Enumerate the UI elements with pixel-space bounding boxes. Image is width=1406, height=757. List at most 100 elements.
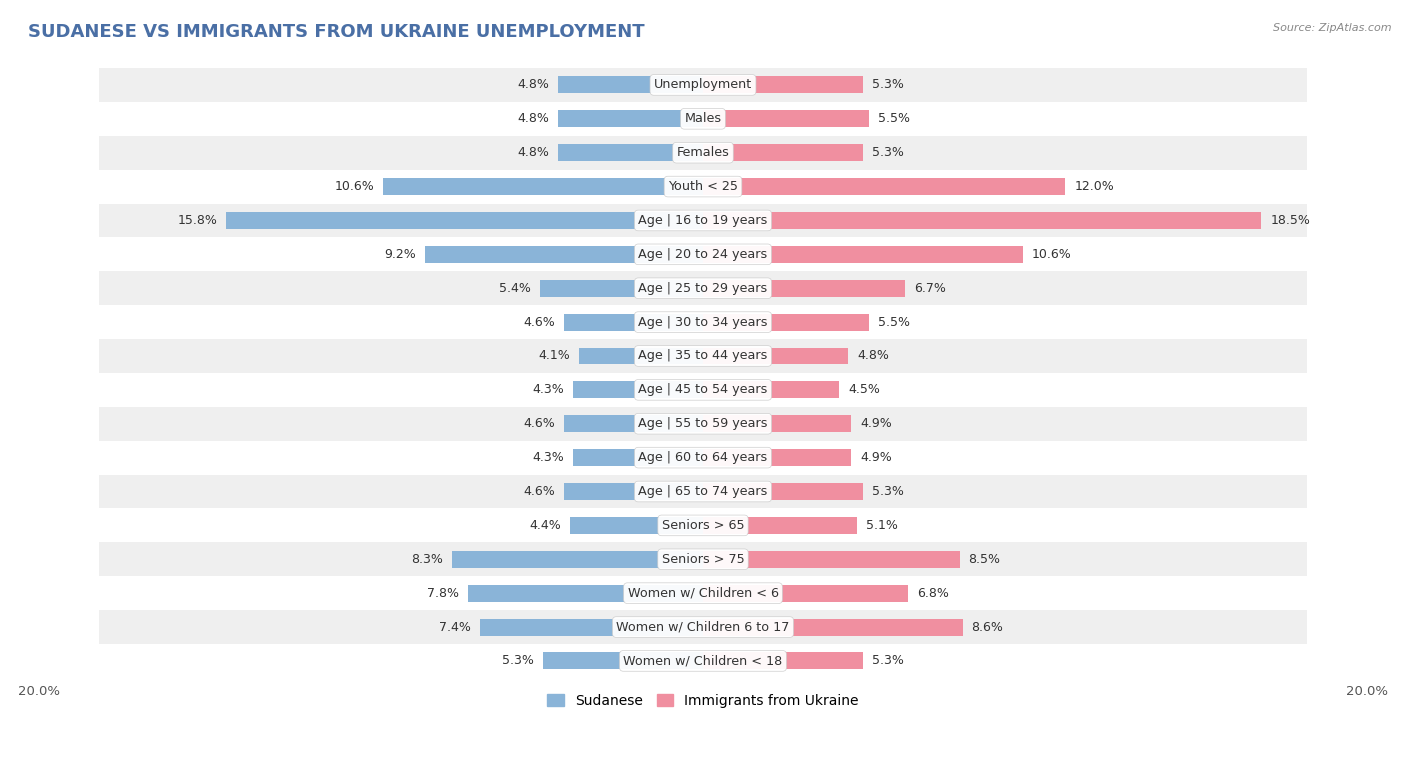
Bar <box>703 416 851 432</box>
Text: 5.3%: 5.3% <box>872 146 904 159</box>
Bar <box>468 584 703 602</box>
Text: 8.6%: 8.6% <box>972 621 1004 634</box>
Bar <box>100 509 1306 542</box>
Text: 5.3%: 5.3% <box>872 485 904 498</box>
Text: 4.6%: 4.6% <box>523 316 555 329</box>
Bar <box>100 271 1306 305</box>
Text: 4.9%: 4.9% <box>860 451 891 464</box>
Text: 5.3%: 5.3% <box>872 79 904 92</box>
Text: Age | 16 to 19 years: Age | 16 to 19 years <box>638 214 768 227</box>
Bar <box>100 373 1306 407</box>
Bar <box>558 145 703 161</box>
Bar <box>703 517 856 534</box>
Text: 5.4%: 5.4% <box>499 282 531 294</box>
Text: Females: Females <box>676 146 730 159</box>
Bar <box>574 382 703 398</box>
Bar <box>558 111 703 127</box>
Text: 18.5%: 18.5% <box>1271 214 1310 227</box>
Text: Age | 60 to 64 years: Age | 60 to 64 years <box>638 451 768 464</box>
Text: 4.3%: 4.3% <box>533 451 564 464</box>
Text: 5.3%: 5.3% <box>502 654 534 668</box>
Bar <box>382 178 703 195</box>
Bar <box>703 212 1261 229</box>
Text: 6.8%: 6.8% <box>917 587 949 600</box>
Text: Age | 45 to 54 years: Age | 45 to 54 years <box>638 383 768 397</box>
Bar <box>703 111 869 127</box>
Bar <box>100 238 1306 271</box>
Text: 5.5%: 5.5% <box>879 316 910 329</box>
Text: Youth < 25: Youth < 25 <box>668 180 738 193</box>
Bar <box>100 644 1306 678</box>
Text: 8.5%: 8.5% <box>969 553 1001 565</box>
Text: Women w/ Children 6 to 17: Women w/ Children 6 to 17 <box>616 621 790 634</box>
Bar <box>100 305 1306 339</box>
Text: 9.2%: 9.2% <box>384 248 416 261</box>
Text: Age | 35 to 44 years: Age | 35 to 44 years <box>638 350 768 363</box>
Text: 20.0%: 20.0% <box>1346 684 1388 698</box>
Bar <box>100 407 1306 441</box>
Text: Unemployment: Unemployment <box>654 79 752 92</box>
Bar <box>579 347 703 364</box>
Bar <box>543 653 703 669</box>
Bar <box>574 449 703 466</box>
Text: 5.1%: 5.1% <box>866 519 898 532</box>
Bar <box>703 584 908 602</box>
Bar <box>100 170 1306 204</box>
Bar <box>100 441 1306 475</box>
Bar <box>703 347 848 364</box>
Text: 4.8%: 4.8% <box>517 112 550 126</box>
Text: Age | 55 to 59 years: Age | 55 to 59 years <box>638 417 768 430</box>
Bar <box>100 204 1306 238</box>
Bar <box>226 212 703 229</box>
Text: 6.7%: 6.7% <box>914 282 946 294</box>
Text: Age | 65 to 74 years: Age | 65 to 74 years <box>638 485 768 498</box>
Text: 10.6%: 10.6% <box>335 180 374 193</box>
Bar <box>703 449 851 466</box>
Text: 4.6%: 4.6% <box>523 417 555 430</box>
Bar <box>703 618 963 636</box>
Bar <box>100 68 1306 102</box>
Bar <box>564 483 703 500</box>
Bar <box>453 551 703 568</box>
Bar <box>703 280 905 297</box>
Text: SUDANESE VS IMMIGRANTS FROM UKRAINE UNEMPLOYMENT: SUDANESE VS IMMIGRANTS FROM UKRAINE UNEM… <box>28 23 645 41</box>
Bar <box>703 653 863 669</box>
Bar <box>703 145 863 161</box>
Bar <box>479 618 703 636</box>
Text: Women w/ Children < 6: Women w/ Children < 6 <box>627 587 779 600</box>
Text: 4.1%: 4.1% <box>538 350 571 363</box>
Bar <box>703 483 863 500</box>
Bar <box>100 542 1306 576</box>
Text: 5.5%: 5.5% <box>879 112 910 126</box>
Bar <box>100 475 1306 509</box>
Text: Age | 20 to 24 years: Age | 20 to 24 years <box>638 248 768 261</box>
Bar <box>703 76 863 93</box>
Text: 4.8%: 4.8% <box>856 350 889 363</box>
Bar <box>100 339 1306 373</box>
Bar <box>703 551 959 568</box>
Text: 12.0%: 12.0% <box>1074 180 1114 193</box>
Bar <box>100 136 1306 170</box>
Text: Women w/ Children < 18: Women w/ Children < 18 <box>623 654 783 668</box>
Bar <box>564 416 703 432</box>
Text: 4.8%: 4.8% <box>517 146 550 159</box>
Text: 8.3%: 8.3% <box>412 553 443 565</box>
Bar <box>703 313 869 331</box>
Text: Seniors > 65: Seniors > 65 <box>662 519 744 532</box>
Legend: Sudanese, Immigrants from Ukraine: Sudanese, Immigrants from Ukraine <box>541 689 865 714</box>
Text: 15.8%: 15.8% <box>177 214 217 227</box>
Bar <box>571 517 703 534</box>
Text: 4.3%: 4.3% <box>533 383 564 397</box>
Bar <box>703 382 839 398</box>
Bar <box>100 610 1306 644</box>
Bar <box>703 246 1024 263</box>
Text: 5.3%: 5.3% <box>872 654 904 668</box>
Text: Age | 25 to 29 years: Age | 25 to 29 years <box>638 282 768 294</box>
Text: Source: ZipAtlas.com: Source: ZipAtlas.com <box>1274 23 1392 33</box>
Text: 10.6%: 10.6% <box>1032 248 1071 261</box>
Text: Age | 30 to 34 years: Age | 30 to 34 years <box>638 316 768 329</box>
Text: Seniors > 75: Seniors > 75 <box>662 553 744 565</box>
Text: 7.8%: 7.8% <box>426 587 458 600</box>
Bar <box>426 246 703 263</box>
Text: 20.0%: 20.0% <box>18 684 60 698</box>
